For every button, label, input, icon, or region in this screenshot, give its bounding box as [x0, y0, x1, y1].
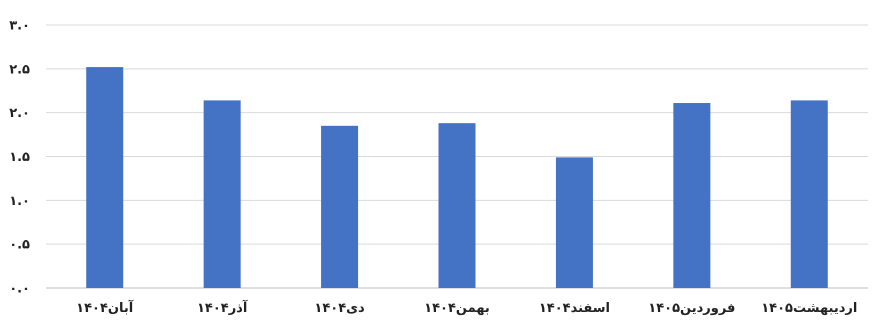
- y-tick-label: ۰.۰: [9, 282, 30, 297]
- y-tick-label: ۰.۵: [9, 238, 30, 253]
- bar: [673, 103, 711, 288]
- x-category-label: آذر۱۴۰۴: [197, 299, 248, 316]
- x-axis-categories: آبان۱۴۰۴ آذر۱۴۰۴ دی۱۴۰۴ بهمن۱۴۰۴ اسفند۱۴۰۴ فر…: [76, 299, 857, 316]
- bar: [438, 123, 476, 288]
- y-tick-label: ۲.۵: [9, 62, 30, 77]
- y-tick-label: ۲.۰: [9, 106, 30, 121]
- x-category-label: بهمن۱۴۰۴: [424, 301, 490, 316]
- bar: [321, 125, 359, 288]
- y-axis-ticks: ۰.۰ ۰.۵ ۱.۰ ۱.۵ ۲.۰ ۲.۵ ۳.۰: [9, 19, 30, 297]
- x-category-label: فروردین۱۴۰۵: [648, 301, 735, 316]
- bars: [86, 67, 828, 288]
- bar: [86, 67, 124, 288]
- y-tick-label: ۱.۰: [9, 194, 30, 209]
- x-category-label: اسفند۱۴۰۴: [539, 301, 610, 316]
- bar: [790, 100, 828, 288]
- y-tick-label: ۱.۵: [9, 150, 30, 165]
- y-tick-label: ۳.۰: [9, 19, 30, 34]
- bar: [555, 157, 593, 288]
- x-category-label: آبان۱۴۰۴: [76, 299, 134, 316]
- x-category-label: اردیبهشت۱۴۰۵: [761, 301, 857, 316]
- bar: [203, 100, 241, 288]
- x-category-label: دی۱۴۰۴: [314, 301, 365, 316]
